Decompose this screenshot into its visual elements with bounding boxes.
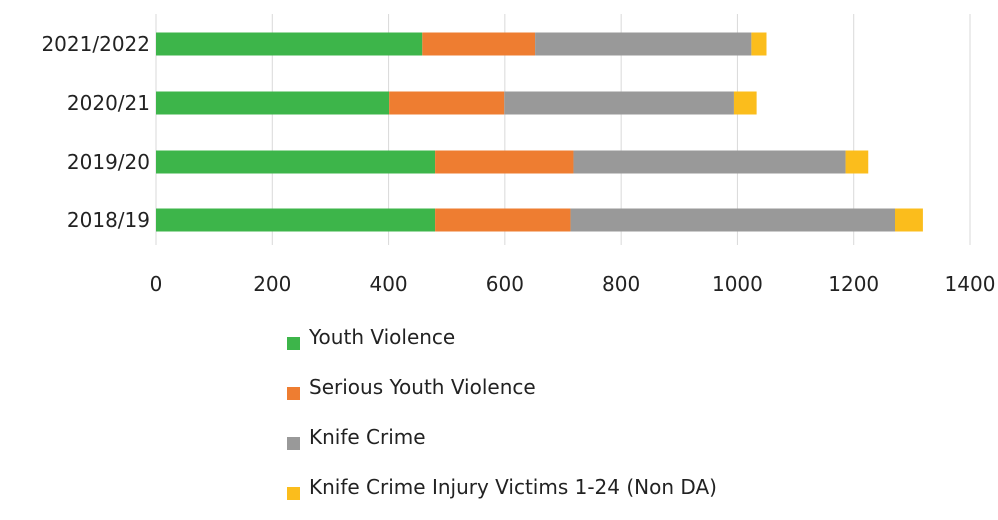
bar-segment (156, 91, 390, 115)
bar-segment (751, 32, 767, 56)
category-label: 2020/21 (67, 91, 150, 115)
bar-segment (156, 150, 436, 174)
bar-segment (435, 208, 571, 232)
legend-label: Knife Crime (309, 425, 426, 449)
bar-segment (156, 208, 436, 232)
category-label: 2019/20 (67, 150, 150, 174)
bar-segment (733, 91, 757, 115)
bar-segment (422, 32, 536, 56)
legend-label: Serious Youth Violence (309, 375, 536, 399)
x-tick-label: 1000 (712, 272, 763, 296)
x-tick-label: 600 (486, 272, 524, 296)
bar-segment (535, 32, 752, 56)
bar-segment (435, 150, 574, 174)
category-label: 2018/19 (67, 208, 150, 232)
category-label: 2021/2022 (41, 32, 150, 56)
bar-segment (894, 208, 923, 232)
legend-label: Knife Crime Injury Victims 1-24 (Non DA) (309, 475, 717, 499)
chart: 2021/2022 2020/21 2019/20 2018/19 0 200 400 60… (41, 14, 996, 296)
x-tick-label: 400 (369, 272, 407, 296)
x-tick-label: 1400 (945, 272, 996, 296)
bar-segment (573, 150, 846, 174)
legend-label: Youth Violence (309, 325, 456, 349)
category-labels: 2021/2022 2020/21 2019/20 2018/19 (41, 32, 150, 232)
x-axis-tick-labels: 0 200 400 600 800 1000 1200 1400 (150, 272, 996, 296)
legend-swatch (287, 437, 300, 450)
x-tick-label: 0 (150, 272, 163, 296)
bars (156, 32, 923, 232)
bar-segment (845, 150, 869, 174)
legend-swatch (287, 337, 300, 350)
bar-segment (570, 208, 895, 232)
x-tick-label: 200 (253, 272, 291, 296)
legend-swatch (287, 387, 300, 400)
bar-segment (504, 91, 734, 115)
bar-segment (389, 91, 505, 115)
x-tick-label: 800 (602, 272, 640, 296)
bar-segment (156, 32, 423, 56)
x-tick-label: 1200 (828, 272, 879, 296)
